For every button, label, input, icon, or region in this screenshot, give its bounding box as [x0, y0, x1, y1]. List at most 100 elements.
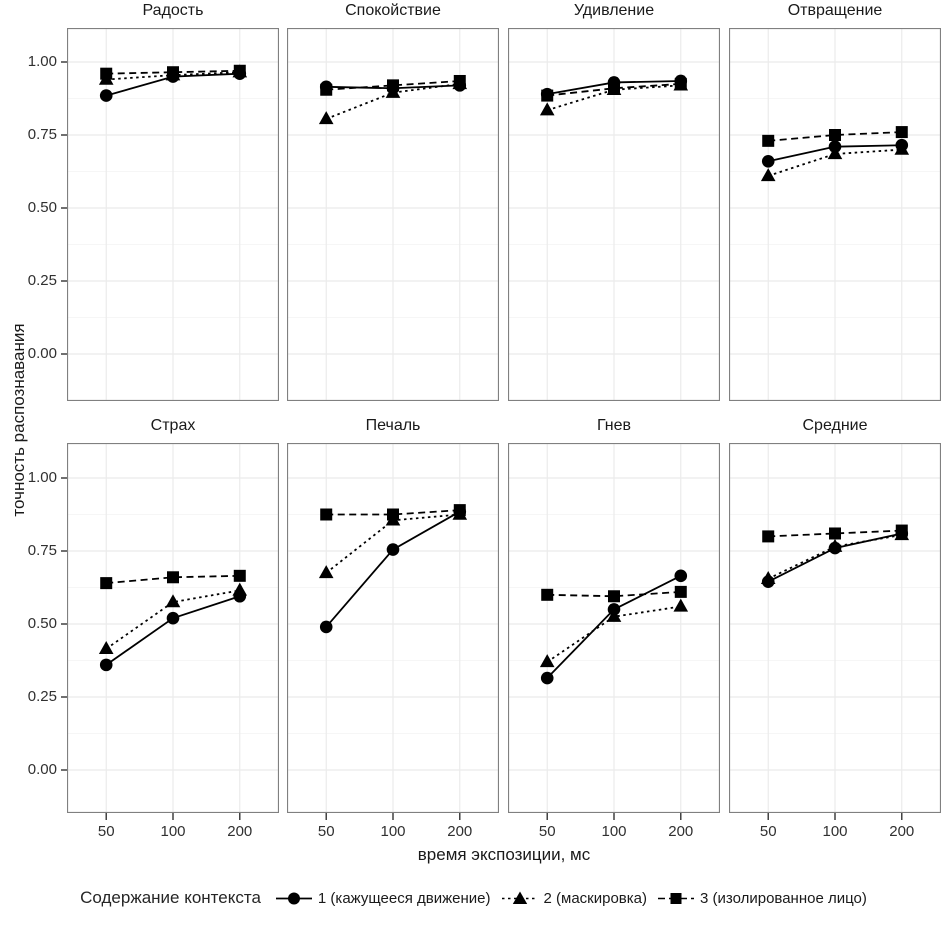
square-marker [762, 530, 775, 543]
x-tick-label: 100 [160, 823, 186, 840]
facet-title: Радость [142, 2, 204, 19]
facet-panel [67, 28, 279, 401]
circle-marker [761, 154, 775, 168]
y-tick-label: 0.25 [27, 272, 57, 289]
legend-item-label: 2 (маскировка) [543, 889, 647, 907]
facet-title: Средние [802, 417, 868, 434]
circle-marker [540, 671, 554, 685]
square-marker [167, 66, 179, 79]
legend-square-dashed-icon [657, 892, 694, 904]
x-tick-label: 200 [447, 823, 473, 840]
triangle-marker [606, 608, 622, 622]
square-marker [100, 67, 113, 80]
y-tick-label: 0.75 [27, 126, 57, 143]
legend-item-2: 2 (маскировка) [501, 890, 647, 907]
triangle-marker [539, 102, 555, 116]
square-marker [829, 129, 841, 141]
square-marker [608, 82, 620, 95]
x-tick-label: 100 [822, 823, 848, 840]
triangle-marker [232, 582, 248, 596]
triangle-marker [760, 570, 776, 584]
legend-title: Содержание контекста [80, 888, 261, 907]
triangle-marker [760, 168, 776, 182]
y-tick-label: 0.00 [27, 345, 57, 362]
square-marker [387, 508, 399, 521]
x-axis-title: время экспозиции, мс [417, 845, 591, 864]
legend-item-label: 1 (кажущееся движение) [317, 889, 491, 907]
facet-panel [67, 443, 279, 813]
square-marker [674, 77, 687, 90]
y-tick-label: 0.50 [27, 199, 57, 216]
square-marker [387, 79, 399, 92]
facet-title: Печаль [365, 417, 421, 434]
facet-title: Страх [150, 417, 196, 434]
triangle-marker [894, 141, 910, 155]
legend-circle-solid-icon [275, 892, 312, 904]
x-tick-label: 50 [538, 823, 556, 840]
square-marker [233, 569, 246, 582]
facet-panel [729, 28, 941, 401]
square-marker [167, 571, 179, 584]
square-marker [608, 590, 620, 603]
triangle-marker [539, 654, 555, 668]
y-tick-label: 0.50 [27, 615, 57, 632]
square-marker [541, 89, 554, 102]
square-marker [320, 83, 333, 96]
circle-marker [319, 620, 333, 634]
y-tick-label: 1.00 [27, 53, 57, 70]
series-line-triangle [105, 589, 240, 650]
x-tick-label: 100 [601, 823, 627, 840]
square-marker [100, 577, 113, 590]
square-marker [829, 527, 841, 540]
triangle-marker [98, 641, 114, 655]
x-tick-label: 200 [227, 823, 253, 840]
facet-panel [287, 443, 499, 813]
legend-item-label: 3 (изолированное лицо) [699, 889, 867, 907]
legend-triangle-dotted-icon [501, 891, 538, 904]
square-marker [453, 74, 466, 87]
y-tick-label: 0.75 [27, 542, 57, 559]
facet-title: Гнев [597, 417, 631, 434]
facet-panel [508, 28, 720, 401]
square-marker [674, 585, 687, 598]
legend: Содержание контекста 1 (кажущееся движен… [0, 888, 947, 908]
y-tick-label: 0.00 [27, 761, 57, 778]
x-tick-label: 100 [380, 823, 406, 840]
circle-marker [166, 611, 180, 625]
facet-panel [508, 443, 720, 813]
square-marker [762, 134, 775, 147]
series-line-triangle [767, 148, 902, 177]
legend-item-3: 3 (изолированное лицо) [657, 890, 867, 907]
triangle-marker [673, 598, 689, 612]
y-tick-label: 0.25 [27, 688, 57, 705]
triangle-marker [827, 538, 843, 552]
facet-panel [287, 28, 499, 401]
square-marker [453, 504, 466, 517]
triangle-marker [165, 594, 181, 608]
y-tick-label: 1.00 [27, 469, 57, 486]
triangle-marker [318, 565, 334, 579]
facet-title: Удивление [573, 2, 655, 19]
x-tick-label: 50 [97, 823, 115, 840]
triangle-marker [827, 146, 843, 160]
facet-title: Спокойствие [345, 2, 441, 19]
legend-item-1: 1 (кажущееся движение) [275, 890, 491, 907]
square-marker [233, 64, 246, 77]
square-marker [541, 588, 554, 601]
x-tick-label: 200 [889, 823, 915, 840]
x-tick-label: 200 [668, 823, 694, 840]
series-line-triangle [546, 84, 681, 112]
circle-marker [99, 89, 113, 102]
x-tick-label: 50 [759, 823, 777, 840]
triangle-marker [318, 111, 334, 125]
square-marker [320, 508, 333, 521]
square-marker [895, 126, 908, 139]
facet-title: Отвращение [787, 2, 883, 19]
x-tick-label: 50 [317, 823, 335, 840]
circle-marker [386, 543, 400, 556]
facet-panel [729, 443, 941, 813]
square-marker [895, 524, 908, 537]
circle-marker [674, 569, 688, 583]
circle-marker [99, 658, 113, 672]
